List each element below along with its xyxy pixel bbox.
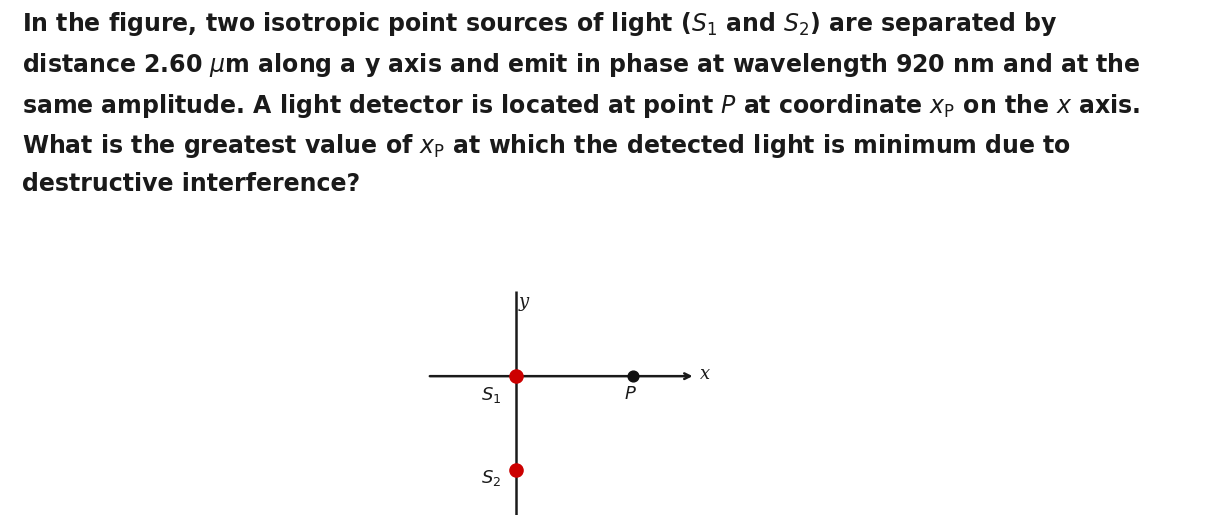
Text: In the figure, two isotropic point sources of light ($S_1$ and $S_2$) are separa: In the figure, two isotropic point sourc… bbox=[22, 10, 1141, 196]
Text: $S_1$: $S_1$ bbox=[481, 385, 501, 405]
Text: $S_2$: $S_2$ bbox=[481, 468, 501, 488]
Point bbox=[506, 372, 526, 380]
Text: y: y bbox=[520, 293, 529, 311]
Point bbox=[506, 466, 526, 474]
Text: $P$: $P$ bbox=[625, 385, 637, 403]
Text: x: x bbox=[700, 366, 710, 383]
Point bbox=[623, 372, 643, 380]
